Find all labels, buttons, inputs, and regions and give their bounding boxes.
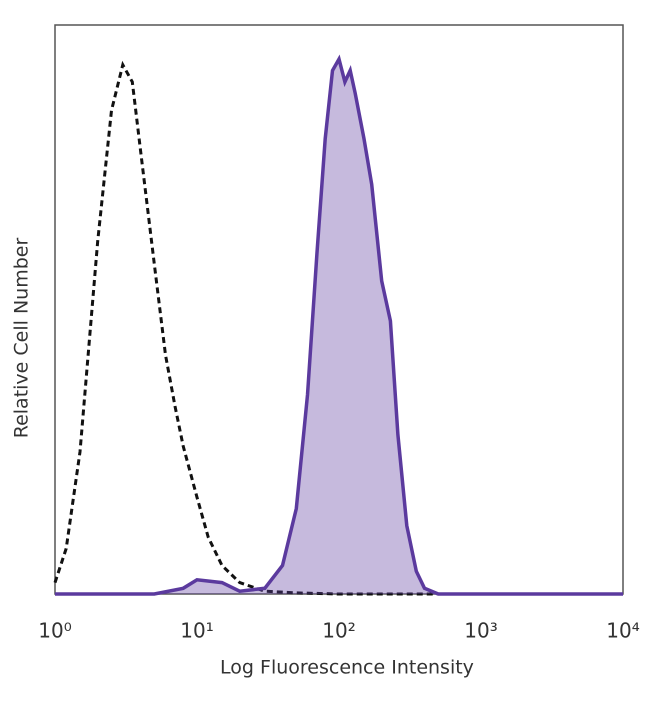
x-tick-label: 10⁴ bbox=[606, 619, 639, 643]
area bbox=[55, 59, 623, 595]
histogram-line bbox=[55, 54, 623, 596]
x-tick-label: 10¹ bbox=[180, 619, 213, 643]
x-axis-label: Log Fluorescence Intensity bbox=[220, 657, 474, 679]
x-tick-label: 10⁰ bbox=[38, 619, 71, 643]
y-axis-label: Relative Cell Number bbox=[11, 238, 33, 439]
x-tick-label: 10³ bbox=[464, 619, 497, 643]
x-tick-label: 10² bbox=[322, 619, 355, 643]
